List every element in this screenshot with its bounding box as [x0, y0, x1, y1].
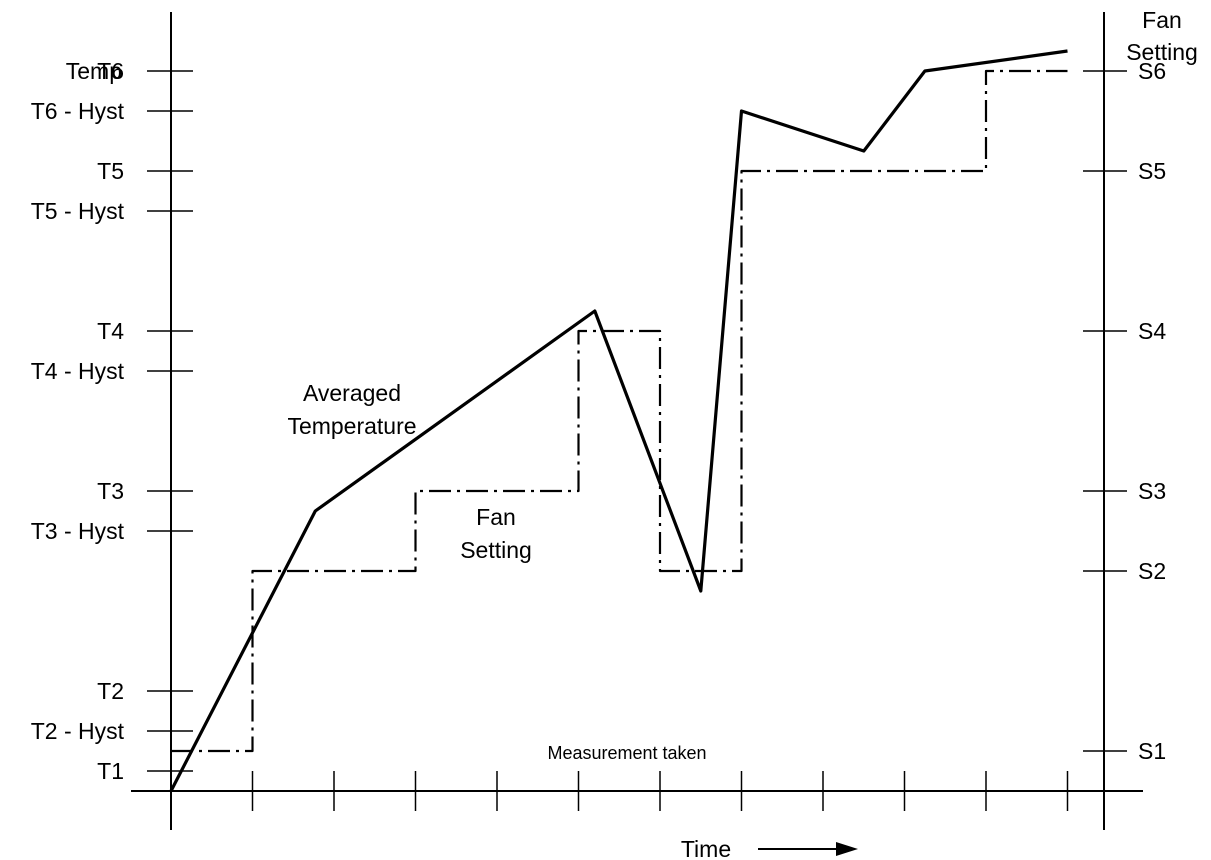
- left-tick-label: T2 - Hyst: [31, 718, 125, 744]
- series-label-fan-line2: Setting: [460, 537, 532, 563]
- right-tick-label: S3: [1138, 478, 1166, 504]
- left-tick-label: T5 - Hyst: [31, 198, 125, 224]
- series-group: [169, 49, 1068, 792]
- left-tick-label: T6: [97, 58, 124, 84]
- left-axis-ticks: T1 T2 - Hyst T2 T3 - Hyst T3 T4 - Hyst T4 T5 - …: [31, 58, 193, 784]
- x-axis-ticks: [170, 771, 1069, 811]
- x-axis-arrow: [758, 842, 858, 856]
- right-axis-ticks: S1 S2 S3 S4 S5 S6: [1083, 58, 1166, 764]
- left-axis-title: Temp: [66, 58, 122, 84]
- right-tick-label: S6: [1138, 58, 1166, 84]
- x-axis-title: Time: [681, 836, 731, 860]
- series-label-temperature-line2: Temperature: [287, 413, 416, 439]
- left-tick-label: T6 - Hyst: [31, 98, 125, 124]
- left-tick-label: T4 - Hyst: [31, 358, 125, 384]
- right-axis-title-line1: Fan: [1142, 7, 1182, 33]
- left-tick-label: T3 - Hyst: [31, 518, 125, 544]
- axes: [131, 12, 1143, 830]
- left-tick-label: T2: [97, 678, 124, 704]
- right-tick-label: S5: [1138, 158, 1166, 184]
- left-tick-label: T4: [97, 318, 124, 344]
- measurement-annotation: Measurement taken: [547, 743, 706, 763]
- fan-setting-line: [171, 69, 1068, 753]
- left-tick-label: T3: [97, 478, 124, 504]
- left-tick-label: T5: [97, 158, 124, 184]
- series-label-temperature-line1: Averaged: [303, 380, 401, 406]
- right-axis-title-line2: Setting: [1126, 39, 1198, 65]
- temperature-line: [169, 49, 1068, 792]
- right-tick-label: S2: [1138, 558, 1166, 584]
- series-label-fan-line1: Fan: [476, 504, 516, 530]
- right-tick-label: S1: [1138, 738, 1166, 764]
- left-tick-label: T1: [97, 758, 124, 784]
- right-tick-label: S4: [1138, 318, 1166, 344]
